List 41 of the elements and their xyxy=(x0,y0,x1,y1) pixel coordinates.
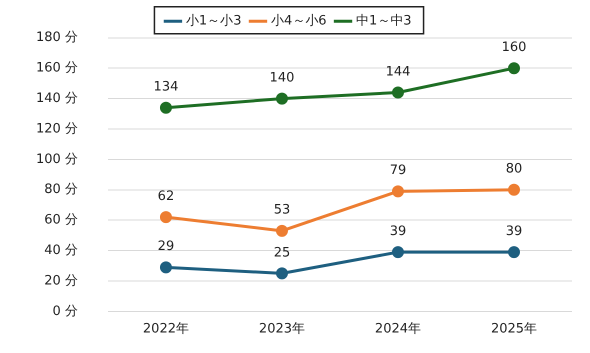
data-label: 62 xyxy=(158,189,174,204)
legend-label: 小1～小3 xyxy=(186,14,242,29)
point xyxy=(392,185,404,198)
data-label: 134 xyxy=(154,80,178,95)
point xyxy=(160,102,172,114)
data-label: 140 xyxy=(270,70,294,86)
y-tick-label: 180 分 xyxy=(36,30,78,46)
y-tick-label: 20 分 xyxy=(44,273,78,288)
data-label: 39 xyxy=(506,224,522,239)
y-tick-label: 160 分 xyxy=(36,60,78,76)
y-tick-label: 80 分 xyxy=(44,182,78,198)
x-tick-label: 2024年 xyxy=(374,322,422,337)
data-label: 53 xyxy=(274,202,290,218)
data-label: 29 xyxy=(158,239,174,254)
y-tick-label: 120 分 xyxy=(36,121,78,136)
data-label: 144 xyxy=(386,64,410,80)
data-label: 80 xyxy=(506,162,522,177)
legend-label: 中1～中3 xyxy=(356,14,412,29)
point xyxy=(392,86,404,99)
point xyxy=(276,224,288,237)
y-tick-label: 100 分 xyxy=(36,152,78,167)
data-label: 79 xyxy=(390,163,406,178)
point xyxy=(508,184,520,196)
y-tick-label: 40 分 xyxy=(44,242,78,258)
y-tick-label: 140 分 xyxy=(36,90,78,106)
y-tick-label: 0 分 xyxy=(52,304,78,319)
y-tick-label: 60 分 xyxy=(44,212,78,228)
point xyxy=(276,267,288,280)
legend-label: 小4～小6 xyxy=(270,14,327,29)
point xyxy=(160,211,172,224)
data-label: 25 xyxy=(274,245,290,260)
x-tick-label: 2025年 xyxy=(490,322,538,337)
data-label: 160 xyxy=(502,40,526,56)
data-label: 39 xyxy=(390,224,406,239)
point xyxy=(392,246,404,258)
x-tick-label: 2023年 xyxy=(258,322,306,337)
point xyxy=(508,246,520,258)
point xyxy=(276,92,288,105)
point xyxy=(160,261,172,274)
point xyxy=(508,62,520,74)
x-tick-label: 2022年 xyxy=(142,322,189,337)
